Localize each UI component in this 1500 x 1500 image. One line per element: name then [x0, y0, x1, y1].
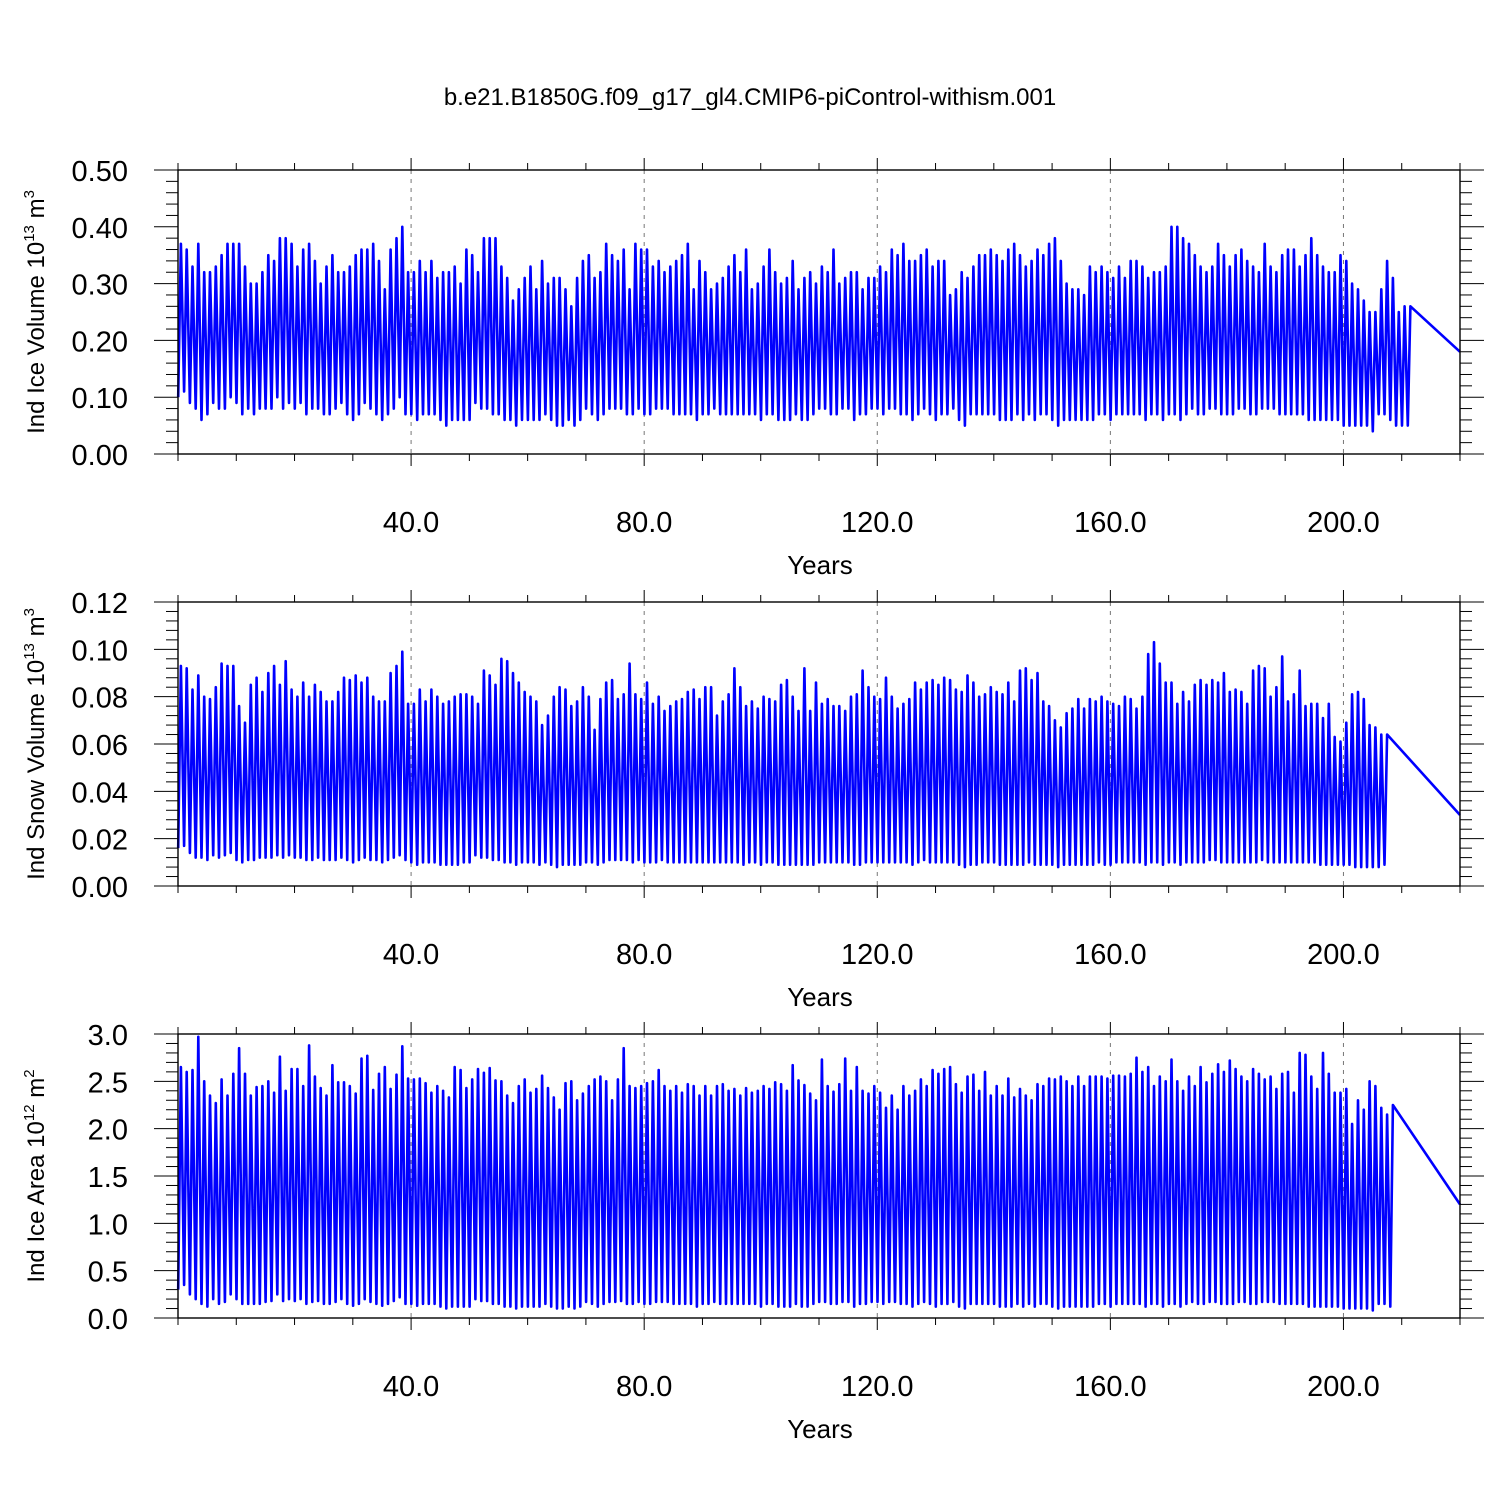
y-tick-label: 0.20 — [72, 326, 128, 358]
chart-panel-3: 40.0 80.0 120.0 160.0 200.0 Years 0.0 0.5 1.0 1.5… — [21, 1020, 1484, 1444]
x-tick-label: 160.0 — [1074, 507, 1147, 539]
x-tick-label: 120.0 — [841, 1371, 914, 1403]
x-tick-label: 40.0 — [383, 1371, 439, 1403]
series-line — [176, 640, 1461, 869]
y-tick-label: 0.00 — [72, 872, 128, 904]
y-axis-label: Ind Ice Area 1012 m2 — [21, 1069, 50, 1282]
figure-title: b.e21.B1850G.f09_g17_gl4.CMIP6-piControl… — [444, 84, 1056, 111]
x-tick-label: 80.0 — [616, 939, 672, 971]
y-axis-label: Ind Snow Volume 1013 m3 — [21, 608, 50, 880]
y-tick-label: 0.40 — [72, 213, 128, 245]
y-tick-label: 0.12 — [72, 588, 128, 620]
x-tick-label: 80.0 — [616, 507, 672, 539]
chart-panel-2: 40.0 80.0 120.0 160.0 200.0 Years 0.00 0.02 0.04… — [21, 588, 1484, 1012]
y-tick-label: 0.00 — [72, 440, 128, 472]
plot-frame — [177, 169, 1461, 455]
x-tick-label: 120.0 — [841, 507, 914, 539]
x-tick-label: 200.0 — [1307, 939, 1380, 971]
series-line — [176, 1035, 1462, 1312]
x-tick-label: 40.0 — [383, 939, 439, 971]
series-line — [176, 225, 1461, 433]
y-tick-label: 0.08 — [72, 683, 128, 715]
x-tick-label: 200.0 — [1307, 1371, 1380, 1403]
x-axis-label: Years — [787, 550, 853, 580]
y-tick-label: 0.50 — [72, 156, 128, 188]
y-tick-label: 0.10 — [72, 635, 128, 667]
y-tick-label: 2.0 — [88, 1115, 128, 1147]
x-tick-label: 80.0 — [616, 1371, 672, 1403]
y-tick-label: 2.5 — [88, 1067, 128, 1099]
y-tick-label: 1.5 — [88, 1162, 128, 1194]
y-tick-label: 3.0 — [88, 1020, 128, 1052]
x-tick-label: 160.0 — [1074, 939, 1147, 971]
x-tick-label: 120.0 — [841, 939, 914, 971]
y-tick-label: 0.06 — [72, 730, 128, 762]
y-axis-label: Ind Ice Volume 1013 m3 — [21, 190, 50, 434]
y-tick-label: 0.10 — [72, 383, 128, 415]
y-tick-label: 0.02 — [72, 825, 128, 857]
x-axis-label: Years — [787, 982, 853, 1012]
chart-panel-1: 40.0 80.0 120.0 160.0 200.0 Years 0.00 0.10 0.20… — [21, 156, 1484, 580]
y-tick-label: 0.04 — [72, 777, 128, 809]
x-tick-label: 40.0 — [383, 507, 439, 539]
panels: 40.0 80.0 120.0 160.0 200.0 Years 0.00 0.10 0.20… — [21, 156, 1484, 1444]
y-tick-label: 0.0 — [88, 1304, 128, 1336]
y-tick-label: 0.5 — [88, 1257, 128, 1289]
x-tick-label: 160.0 — [1074, 1371, 1147, 1403]
y-tick-label: 1.0 — [88, 1209, 128, 1241]
x-axis-label: Years — [787, 1414, 853, 1444]
x-tick-label: 200.0 — [1307, 507, 1380, 539]
y-tick-label: 0.30 — [72, 270, 128, 302]
